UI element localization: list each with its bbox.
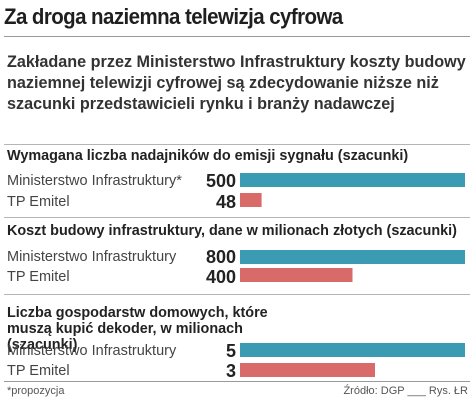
bar-emitel-group-1: [240, 193, 262, 207]
title-divider: [4, 36, 470, 37]
section-title-cost: Koszt budowy infrastruktury, dane w mili…: [7, 223, 457, 239]
footer-divider: [4, 381, 470, 382]
row-value-emitel-cost: 400: [205, 267, 236, 287]
infographic-title: Za droga naziemna telewizja cyfrowa: [4, 4, 343, 29]
row-label-emitel-decoders: TP Emitel: [7, 363, 70, 379]
footnote: *propozycja: [7, 385, 65, 397]
row-value-emitel-transmitters: 48: [215, 192, 236, 212]
section-title-transmitters: Wymagana liczba nadajników do emisji syg…: [7, 148, 409, 164]
row-label-ministry-cost: Ministerstwo Infrastruktury: [7, 249, 177, 265]
row-value-ministry-transmitters: 500: [205, 171, 236, 191]
credit-separator: ___: [407, 385, 429, 397]
row-label-emitel-transmitters: TP Emitel: [7, 194, 70, 210]
section-title-decoders: Liczba gospodarstw domowych, które muszą…: [7, 305, 268, 353]
section-divider: [4, 217, 470, 218]
row-value-emitel-decoders: 3: [225, 361, 236, 381]
row-value-ministry-cost: 800: [205, 247, 236, 267]
bar-emitel-group-2: [240, 268, 353, 282]
credits: Źródło: DGP ___ Rys. ŁR: [343, 385, 468, 397]
section-divider: [4, 294, 470, 295]
author-credit: Rys. ŁR: [428, 385, 468, 397]
bar-ministry-group-3: [240, 343, 465, 357]
bar-ministry-group-1: [240, 173, 465, 187]
row-label-ministry-transmitters: Ministerstwo Infrastruktury*: [7, 173, 182, 189]
source-credit: Źródło: DGP: [343, 385, 405, 397]
row-value-ministry-decoders: 5: [225, 341, 236, 361]
bar-ministry-group-2: [240, 250, 465, 264]
row-label-emitel-cost: TP Emitel: [7, 269, 70, 285]
bar-emitel-group-3: [240, 363, 375, 377]
infographic-subtitle: Zakładane przez Ministerstwo Infrastrukt…: [7, 53, 466, 113]
row-label-ministry-decoders: Ministerstwo Infrastruktury: [7, 343, 177, 359]
section-divider: [4, 144, 470, 145]
